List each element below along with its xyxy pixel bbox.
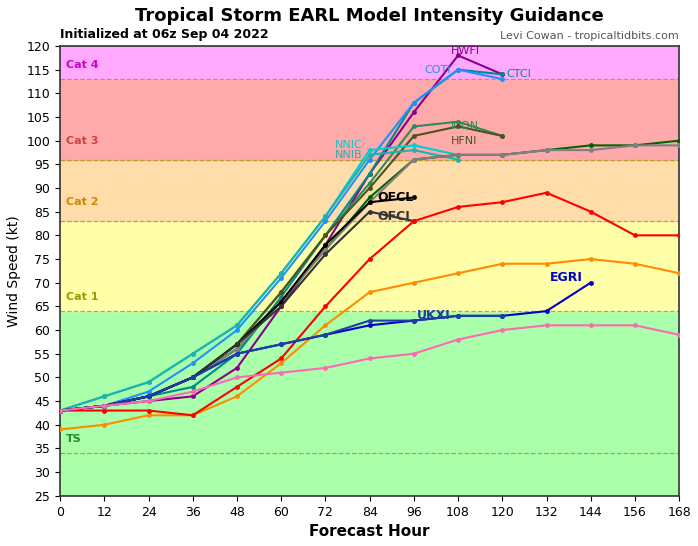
Text: OFCI: OFCI xyxy=(377,210,410,223)
Text: TS: TS xyxy=(66,434,82,444)
Y-axis label: Wind Speed (kt): Wind Speed (kt) xyxy=(7,215,21,327)
Text: NNIB: NNIB xyxy=(334,150,362,160)
Bar xyxy=(60,79,679,159)
Title: Tropical Storm EARL Model Intensity Guidance: Tropical Storm EARL Model Intensity Guid… xyxy=(135,7,604,25)
Text: NNIC: NNIC xyxy=(334,140,362,150)
Text: DSHP: DSHP xyxy=(687,139,698,152)
Text: Cat 4: Cat 4 xyxy=(66,60,98,70)
Bar xyxy=(60,0,679,79)
Bar xyxy=(60,221,679,311)
Text: ICON: ICON xyxy=(451,121,479,132)
Text: Cat 1: Cat 1 xyxy=(66,292,98,302)
Text: Levi Cowan - tropicaltidbits.com: Levi Cowan - tropicaltidbits.com xyxy=(500,32,679,41)
Text: Cat 2: Cat 2 xyxy=(66,197,98,207)
Text: AEMI: AEMI xyxy=(687,267,698,280)
Text: CTCI: CTCI xyxy=(506,69,531,79)
Text: Initialized at 06z Sep 04 2022: Initialized at 06z Sep 04 2022 xyxy=(60,28,269,41)
Text: EGRI: EGRI xyxy=(550,271,583,284)
Text: CEMI: CEMI xyxy=(687,328,698,341)
Text: Cat 3: Cat 3 xyxy=(66,135,98,146)
Text: OFCL: OFCL xyxy=(377,191,413,204)
Bar xyxy=(60,159,679,221)
Text: HWFI: HWFI xyxy=(451,46,480,56)
Bar xyxy=(60,453,679,496)
X-axis label: Forecast Hour: Forecast Hour xyxy=(309,524,430,539)
Text: UKMI: UKMI xyxy=(687,229,698,242)
Text: COTI: COTI xyxy=(424,64,451,75)
Text: LGEM: LGEM xyxy=(687,129,698,143)
Text: UKXI: UKXI xyxy=(417,310,451,322)
Text: HFNI: HFNI xyxy=(451,135,477,146)
Bar xyxy=(60,311,679,453)
